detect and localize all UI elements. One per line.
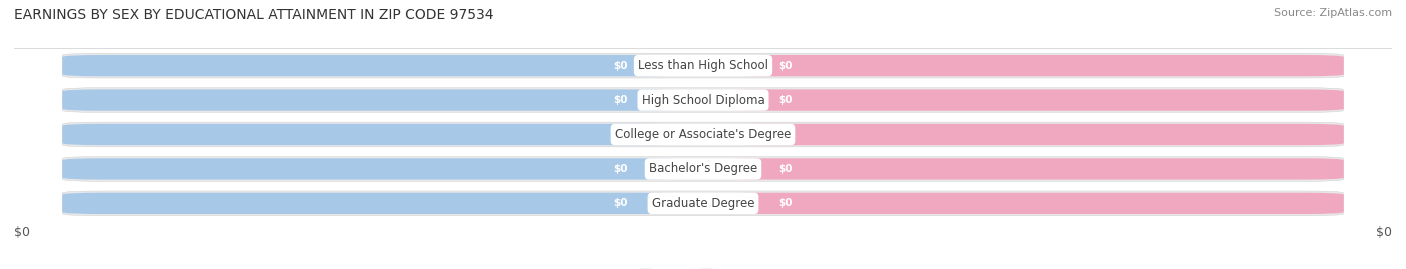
FancyBboxPatch shape	[62, 157, 1344, 181]
Text: EARNINGS BY SEX BY EDUCATIONAL ATTAINMENT IN ZIP CODE 97534: EARNINGS BY SEX BY EDUCATIONAL ATTAINMEN…	[14, 8, 494, 22]
Text: Less than High School: Less than High School	[638, 59, 768, 72]
Text: $0: $0	[779, 95, 793, 105]
FancyBboxPatch shape	[62, 88, 1344, 112]
FancyBboxPatch shape	[62, 89, 682, 111]
FancyBboxPatch shape	[724, 124, 1344, 145]
Text: $0: $0	[779, 61, 793, 71]
FancyBboxPatch shape	[62, 158, 682, 180]
FancyBboxPatch shape	[724, 193, 1344, 214]
Legend: Male, Female: Male, Female	[634, 264, 772, 269]
FancyBboxPatch shape	[724, 158, 1344, 180]
Text: $0: $0	[613, 129, 627, 140]
FancyBboxPatch shape	[62, 122, 1344, 147]
Text: $0: $0	[779, 198, 793, 208]
Text: Source: ZipAtlas.com: Source: ZipAtlas.com	[1274, 8, 1392, 18]
FancyBboxPatch shape	[724, 89, 1344, 111]
FancyBboxPatch shape	[62, 53, 1344, 78]
Text: $0: $0	[779, 164, 793, 174]
FancyBboxPatch shape	[62, 193, 682, 214]
Text: $0: $0	[613, 61, 627, 71]
Text: $0: $0	[613, 95, 627, 105]
FancyBboxPatch shape	[62, 55, 682, 76]
Text: Graduate Degree: Graduate Degree	[652, 197, 754, 210]
Text: $0: $0	[14, 226, 30, 239]
Text: $0: $0	[779, 129, 793, 140]
Text: $0: $0	[613, 164, 627, 174]
Text: $0: $0	[613, 198, 627, 208]
Text: $0: $0	[1376, 226, 1392, 239]
FancyBboxPatch shape	[62, 124, 682, 145]
Text: High School Diploma: High School Diploma	[641, 94, 765, 107]
Text: Bachelor's Degree: Bachelor's Degree	[650, 162, 756, 175]
FancyBboxPatch shape	[62, 191, 1344, 216]
Text: College or Associate's Degree: College or Associate's Degree	[614, 128, 792, 141]
FancyBboxPatch shape	[724, 55, 1344, 76]
